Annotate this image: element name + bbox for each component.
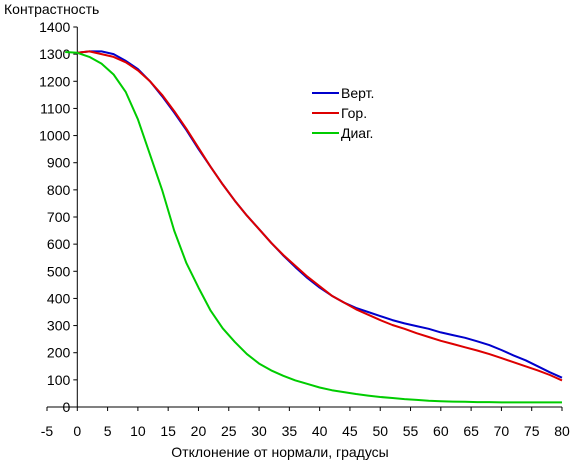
y-tick-label: 300	[47, 318, 71, 334]
x-tick-label: 5	[104, 423, 112, 439]
x-tick-label: 20	[191, 423, 207, 439]
y-ticks: 0 100 200 300 400 500 600 700 800 900 1000 1100 1200…	[39, 19, 78, 415]
x-tick-label: -5	[41, 423, 54, 439]
x-tick-label: 80	[554, 423, 570, 439]
x-tick-label: 30	[251, 423, 267, 439]
x-tick-label: 10	[130, 423, 146, 439]
plot-area: 0100200300400500600700800900100011001200…	[39, 19, 570, 439]
y-tick-label: 500	[47, 263, 71, 279]
y-tick-label: 1200	[39, 73, 70, 89]
series-line-1	[77, 50, 563, 382]
x-tick-label: 40	[312, 423, 328, 439]
x-tick-label: 45	[342, 423, 358, 439]
legend-label-2: Диаг.	[341, 125, 373, 141]
x-tick-label: 70	[494, 423, 510, 439]
x-axis-title: Отклонение от нормали, градусы	[171, 444, 388, 460]
series-line-2	[65, 51, 562, 404]
legend-label-0: Верт.	[341, 85, 374, 101]
x-tick-label: 60	[433, 423, 449, 439]
y-axis-title: Контрастность	[4, 1, 99, 17]
y-tick-label: 400	[47, 290, 71, 306]
x-tick-label: 0	[73, 423, 81, 439]
y-tick-label: 100	[47, 372, 71, 388]
y-tick-label: 200	[47, 345, 71, 361]
y-tick-label: 900	[47, 155, 71, 171]
x-tick-label: 15	[160, 423, 176, 439]
y-tick-label: 1100	[40, 100, 70, 116]
legend: Верт. Гор. Диаг.	[312, 85, 374, 141]
y-tick-label: 0	[62, 399, 70, 415]
x-tick-label: 55	[403, 423, 419, 439]
series-lines	[65, 50, 563, 404]
y-tick-label: 700	[47, 209, 71, 225]
y-tick-label: 1000	[39, 128, 70, 144]
legend-label-1: Гор.	[341, 105, 367, 121]
x-tick-label: 35	[282, 423, 298, 439]
series-line-0	[77, 50, 563, 379]
y-tick-label: 1300	[39, 46, 70, 62]
y-tick-label: 600	[47, 236, 71, 252]
x-tick-label: 25	[221, 423, 237, 439]
x-ticks: -5 0 5 10 15 20 25 30 35 40 45 50 55 60 65 70 75 80	[41, 407, 570, 439]
x-tick-label: 65	[463, 423, 479, 439]
x-tick-label: 75	[524, 423, 540, 439]
x-tick-label: 50	[372, 423, 388, 439]
y-tick-label: 800	[47, 182, 71, 198]
y-tick-label: 1400	[39, 19, 70, 35]
